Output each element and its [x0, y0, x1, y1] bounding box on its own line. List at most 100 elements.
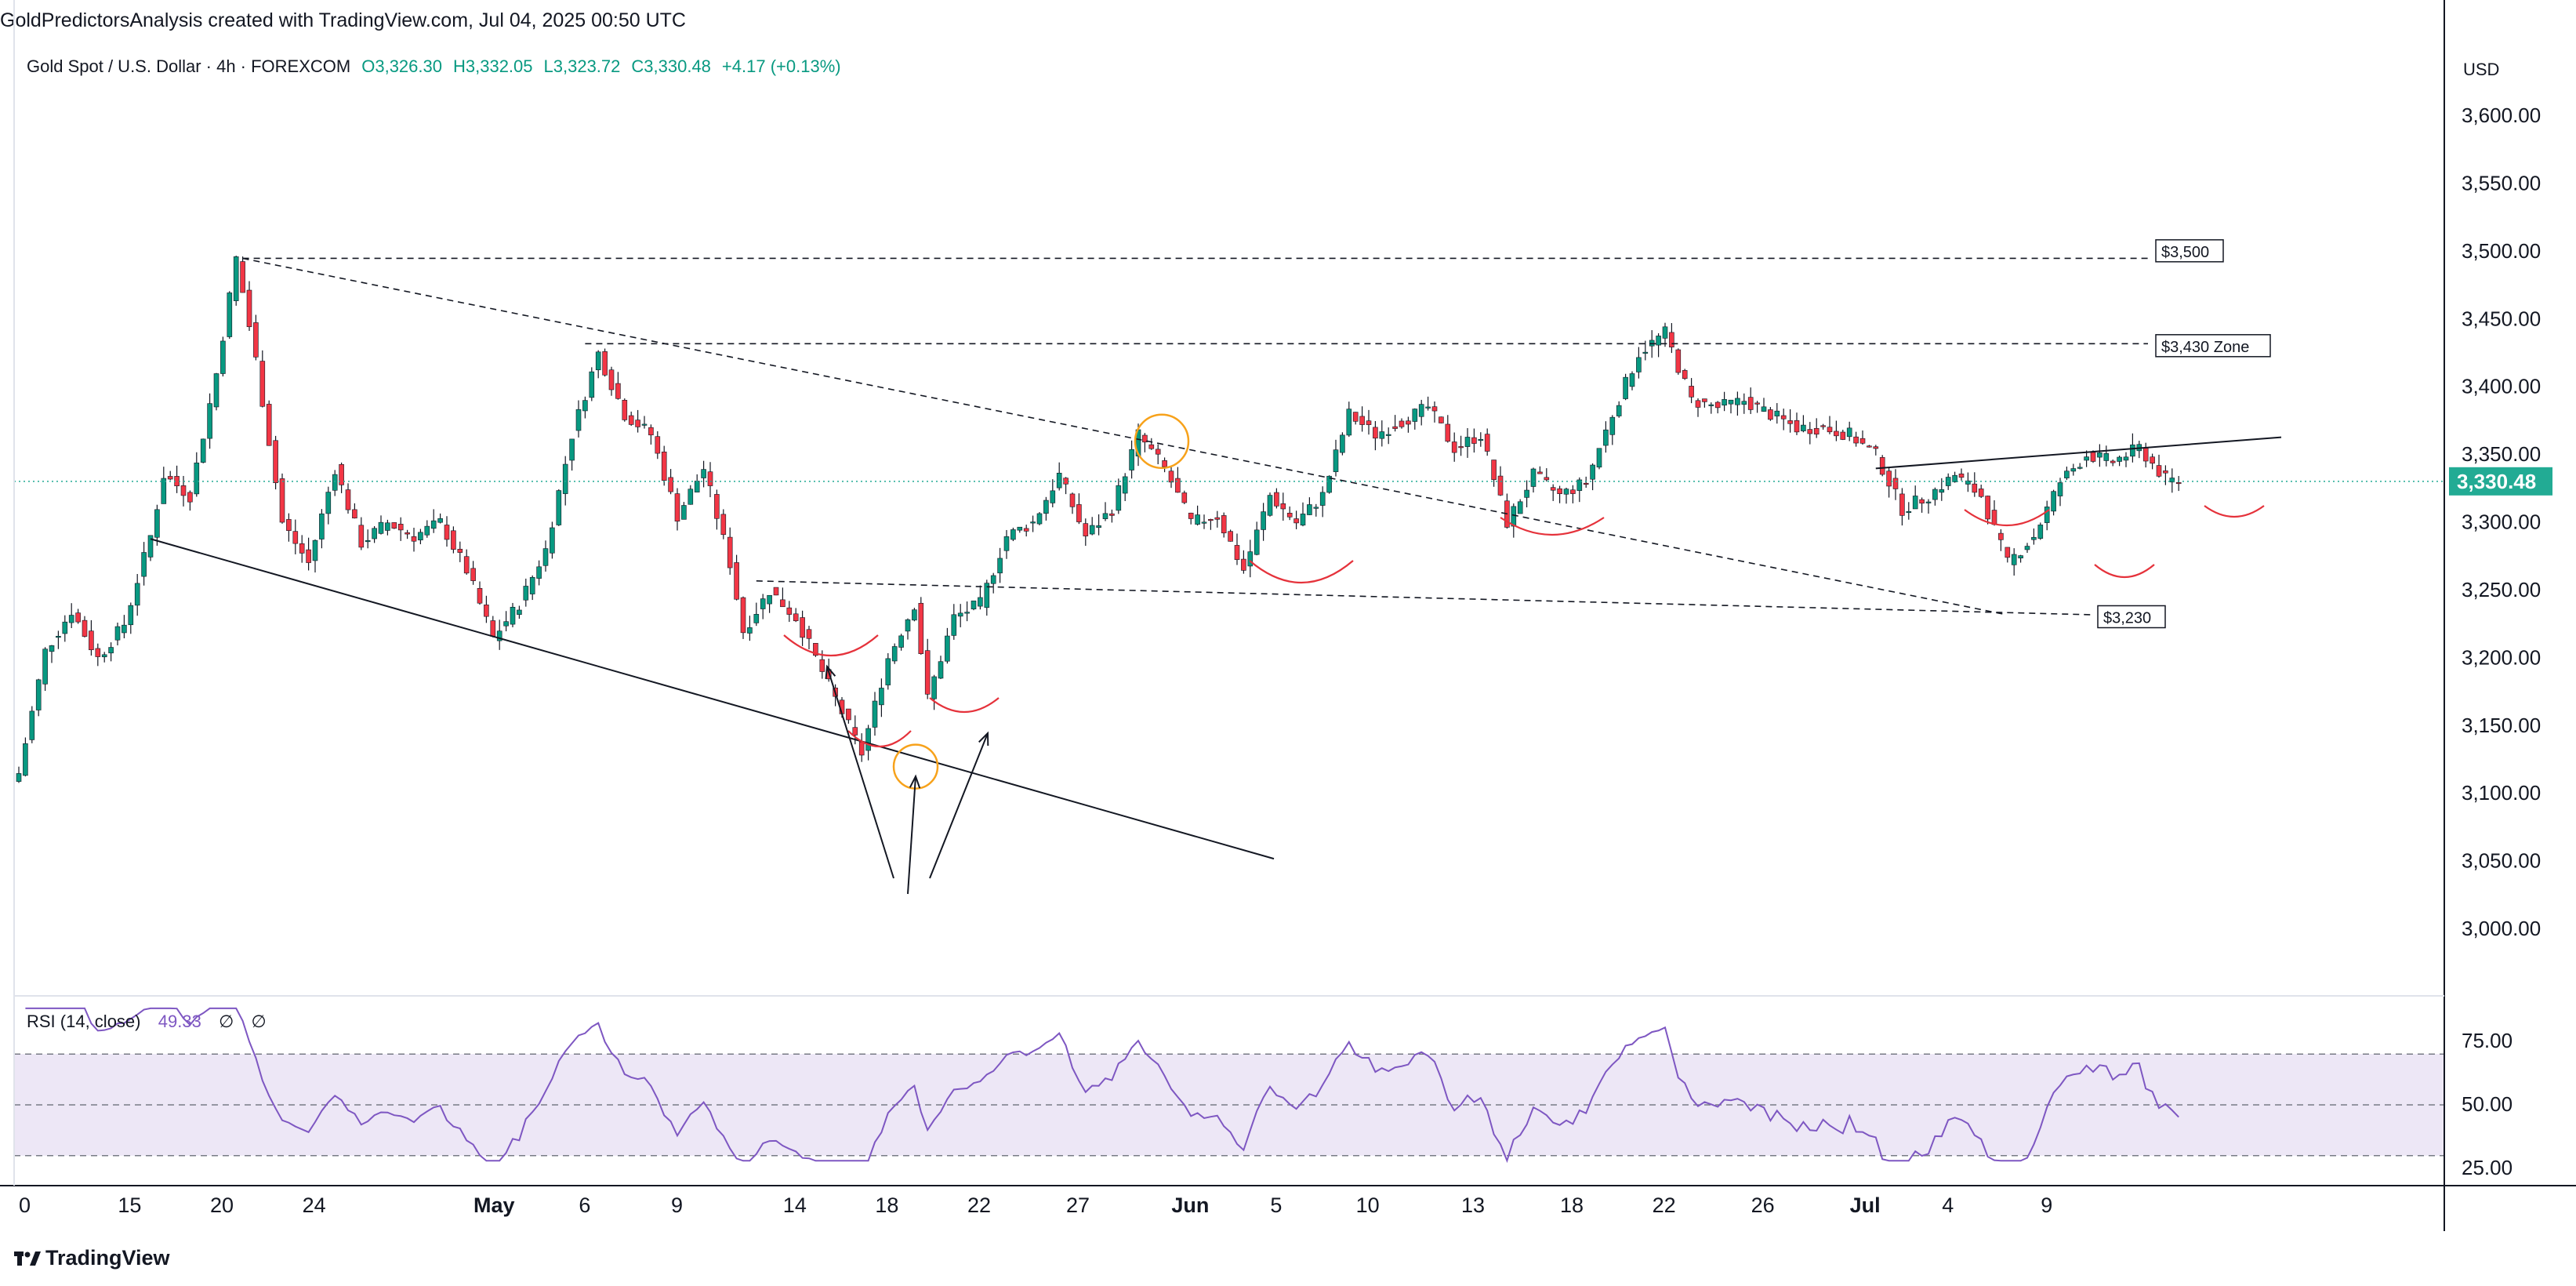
candle-down — [253, 322, 259, 358]
candle-up — [207, 403, 212, 439]
candle-up — [1965, 480, 1971, 485]
candle-up — [1563, 489, 1569, 495]
candle-down — [1669, 332, 1674, 347]
candle-down — [2163, 470, 2168, 474]
price-tick-label: 3,150.00 — [2462, 714, 2541, 737]
candle-up — [1195, 514, 1200, 525]
rounded-bottom-arc — [1500, 517, 1605, 536]
candle-up — [1050, 490, 1056, 503]
candle-down — [484, 605, 489, 617]
candle-up — [1307, 504, 1312, 515]
candle-up — [1952, 474, 1957, 482]
candle-up — [1056, 472, 1062, 489]
candle-up — [1722, 399, 1727, 406]
candle-down — [490, 620, 496, 637]
candle-up — [1609, 416, 1616, 435]
candle-down — [1853, 436, 1859, 444]
candle-up — [1247, 551, 1254, 567]
candle-down — [306, 549, 311, 563]
candle-up — [378, 521, 384, 534]
candle-up — [147, 535, 154, 558]
candle-down — [1675, 349, 1682, 373]
candle-down — [259, 361, 266, 407]
candle-down — [477, 588, 483, 604]
candle-up — [1616, 405, 1622, 416]
candle-down — [1162, 460, 1167, 467]
candle-up — [753, 614, 760, 623]
last-price-tag — [2449, 467, 2552, 496]
rsi-tick-label: 50.00 — [2462, 1092, 2513, 1116]
rsi-extra-2: ∅ — [251, 1012, 267, 1031]
candle-up — [1036, 513, 1043, 525]
candle-down — [1537, 471, 1543, 474]
candle-down — [1076, 504, 1082, 522]
candle-down — [1431, 406, 1438, 412]
tradingview-footer[interactable]: TradingView — [14, 1246, 170, 1270]
pointer-arrow — [929, 732, 989, 879]
candle-up — [2057, 482, 2063, 496]
rounded-bottom-arc — [2094, 564, 2155, 579]
candle-up — [42, 648, 48, 685]
candle-down — [1155, 449, 1161, 455]
candle-down — [1274, 492, 1279, 507]
candle-down — [1188, 512, 1194, 519]
candle-down — [628, 415, 634, 425]
candle-up — [2117, 456, 2122, 462]
candle-up — [1629, 373, 1635, 387]
candle-down — [813, 643, 818, 656]
candle-up — [101, 654, 107, 658]
candle-up — [1774, 410, 1780, 416]
arrow-head — [909, 774, 921, 789]
bottom-halo — [892, 743, 939, 790]
time-tick-label: Jun — [1171, 1193, 1209, 1217]
candle-up — [938, 661, 944, 679]
rsi-tick-label: 75.00 — [2462, 1029, 2513, 1052]
price-tick-label: 3,050.00 — [2462, 849, 2541, 873]
candle-up — [971, 600, 977, 610]
candle-down — [918, 602, 924, 654]
time-tick-label: 9 — [671, 1193, 683, 1217]
candle-down — [444, 525, 450, 540]
candle-down — [292, 531, 299, 544]
candle-up — [385, 522, 390, 531]
candle-up — [29, 710, 35, 740]
annotation-label: $3,430 Zone — [2161, 339, 2249, 356]
time-tick-label: 13 — [1461, 1193, 1485, 1217]
lower-channel-line — [150, 538, 1275, 860]
candle-down — [1175, 478, 1181, 493]
candle-up — [865, 728, 871, 751]
candle-up — [2130, 444, 2135, 457]
candle-down — [82, 619, 88, 637]
candle-up — [418, 532, 423, 540]
tradingview-logo-icon — [14, 1251, 41, 1266]
candle-up — [68, 615, 74, 623]
rounded-bottom-arc — [1964, 509, 2050, 527]
candle-up — [694, 481, 700, 492]
candle-up — [1464, 437, 1471, 447]
candle-down — [187, 492, 193, 503]
candle-up — [2169, 478, 2175, 483]
candle-down — [246, 289, 252, 328]
candle-down — [1148, 444, 1155, 449]
pointer-arrow — [826, 666, 894, 879]
candle-up — [529, 576, 535, 594]
candle-up — [213, 373, 220, 408]
candle-up — [1326, 475, 1332, 493]
tradingview-brand: TradingView — [45, 1246, 170, 1270]
candle-up — [1761, 406, 1767, 412]
time-tick-label: May — [473, 1193, 515, 1217]
time-tick-label: 27 — [1066, 1193, 1090, 1217]
candle-up — [1906, 510, 1912, 514]
candle-up — [312, 539, 318, 561]
candle-up — [2084, 456, 2089, 461]
symbol-legend[interactable]: Gold Spot / U.S. Dollar · 4h · FOREXCOM … — [27, 56, 841, 77]
candle-up — [200, 438, 206, 463]
rsi-legend[interactable]: RSI (14, close) 49.33 ∅ ∅ — [27, 1012, 267, 1032]
candle-up — [1636, 357, 1642, 372]
price-tick-label: 3,250.00 — [2462, 578, 2541, 601]
candle-up — [879, 688, 884, 706]
candle-down — [800, 617, 805, 638]
candle-up — [1043, 500, 1049, 514]
rsi-tick-label: 25.00 — [2462, 1156, 2513, 1179]
